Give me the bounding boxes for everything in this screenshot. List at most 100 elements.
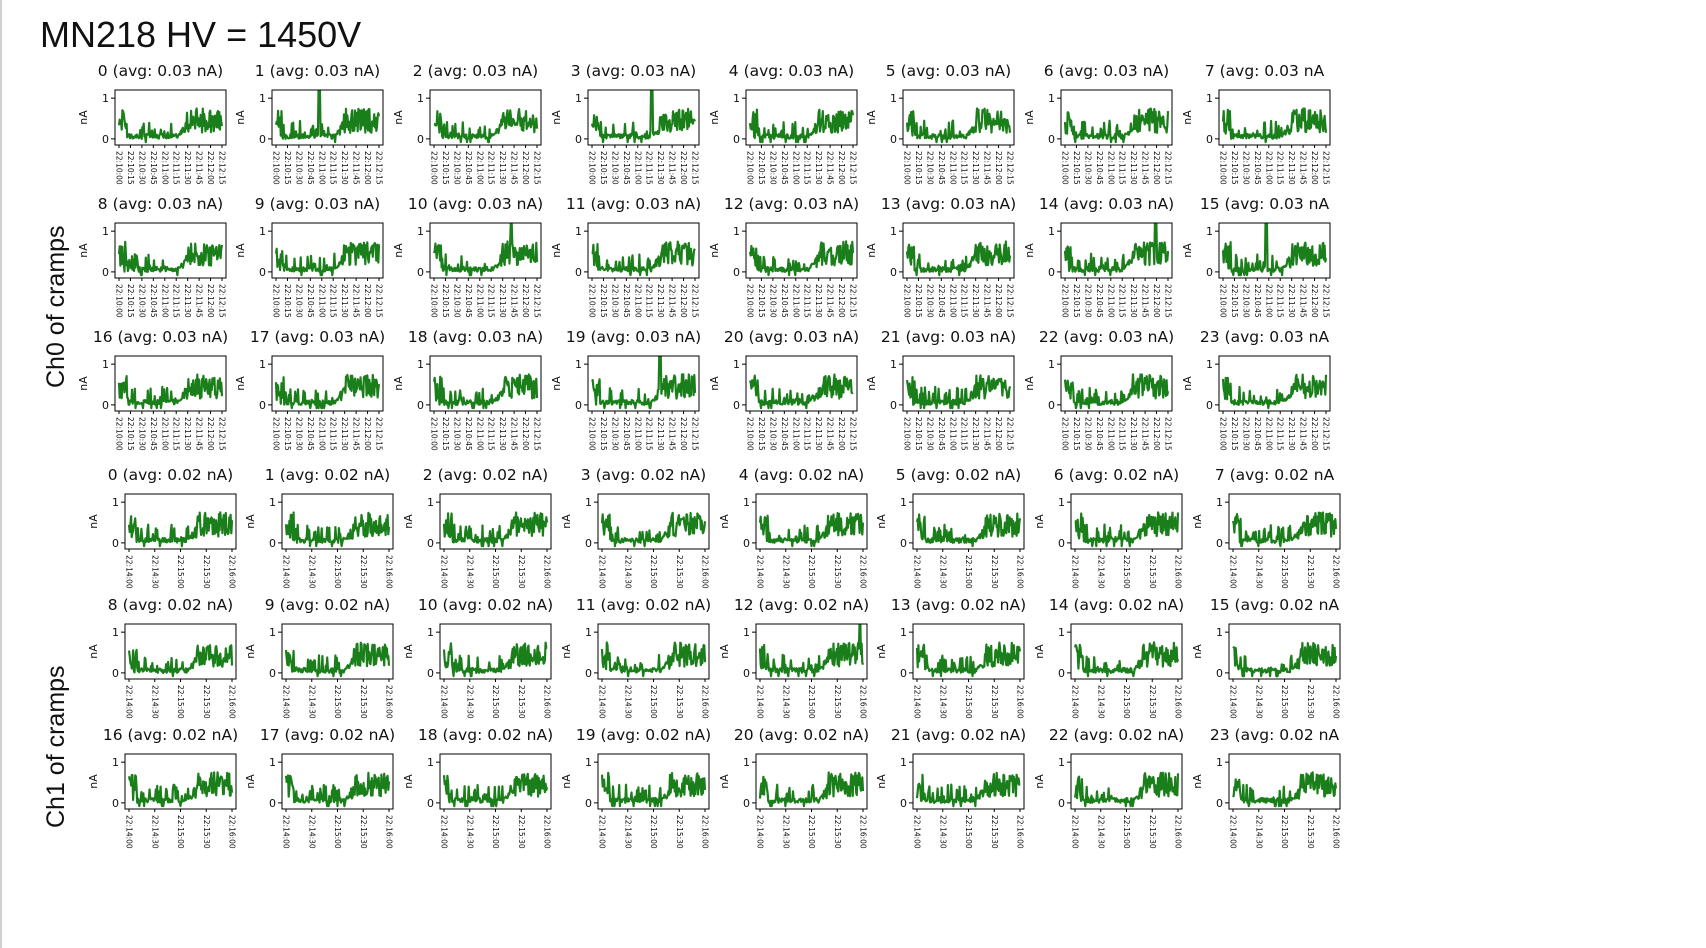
x-tick-label: 22:12:00 [1310, 151, 1319, 185]
x-tick-label: 22:11:00 [1264, 417, 1273, 451]
series-line [748, 240, 855, 277]
x-tick-label: 22:11:45 [195, 417, 204, 451]
y-axis-label: nA [1033, 514, 1046, 529]
x-tick-label: 22:15:30 [1306, 685, 1315, 719]
series-line [127, 644, 234, 678]
x-tick-label: 22:10:00 [272, 417, 281, 451]
y-axis-label: nA [87, 644, 100, 659]
series-line [117, 240, 224, 277]
x-tick-label: 22:11:45 [352, 284, 361, 318]
x-tick-label: 22:10:45 [1253, 151, 1262, 185]
x-tick-label: 22:11:45 [1141, 284, 1150, 318]
plot-frame [597, 623, 710, 680]
x-tick-label: 22:11:45 [195, 151, 204, 185]
subplot-panel: 15 (avg: 0.02 nA nA 0 1 22:14:00 22:14:30 22:1… [1191, 596, 1341, 719]
y-tick-label: 1 [259, 358, 266, 371]
y-tick-label: 1 [112, 496, 119, 509]
x-tick-label: 22:10:45 [780, 284, 789, 318]
y-tick-label: 0 [1058, 797, 1065, 810]
x-tick-label: 22:11:30 [1287, 284, 1296, 318]
x-tick-label: 22:11:30 [1129, 151, 1138, 185]
y-tick-label: 1 [1058, 756, 1065, 769]
subplot-panel: 18 (avg: 0.02 nA) nA 0 1 22:14:00 22:14:30 22:… [402, 726, 553, 849]
x-tick-label: 22:12:00 [837, 284, 846, 318]
y-tick-label: 1 [269, 626, 276, 639]
series-line [591, 356, 697, 410]
plot-frame [1060, 222, 1173, 279]
series-line [1221, 373, 1328, 410]
x-tick-label: 22:12:15 [849, 417, 858, 451]
x-tick-label: 22:10:45 [1253, 284, 1262, 318]
x-tick-label: 22:10:45 [306, 284, 315, 318]
y-tick-label: 0 [585, 797, 592, 810]
series-line [915, 512, 1022, 548]
subplot-title: 5 (avg: 0.02 nA) [896, 466, 1021, 484]
x-tick-label: 22:10:30 [768, 284, 777, 318]
x-tick-label: 22:15:00 [1280, 685, 1289, 719]
x-tick-label: 22:12:15 [691, 284, 700, 318]
x-tick-label: 22:11:30 [814, 284, 823, 318]
y-tick-label: 1 [427, 496, 434, 509]
x-tick-label: 22:16:00 [701, 685, 710, 719]
x-tick-label: 22:11:15 [172, 417, 181, 451]
x-tick-label: 22:11:30 [971, 284, 980, 318]
series-line [274, 373, 381, 410]
y-axis-label: nA [392, 376, 405, 391]
y-tick-label: 1 [1206, 225, 1213, 238]
y-axis-label: nA [560, 774, 573, 789]
plot-frame [1060, 355, 1173, 412]
x-tick-label: 22:12:00 [363, 151, 372, 185]
x-tick-label: 22:15:30 [675, 685, 684, 719]
y-tick-label: 0 [102, 133, 109, 146]
y-tick-label: 1 [102, 225, 109, 238]
y-axis-label: nA [402, 644, 415, 659]
x-tick-label: 22:11:00 [475, 284, 484, 318]
x-tick-label: 22:12:15 [533, 417, 542, 451]
series-line [905, 240, 1012, 277]
series-line [915, 771, 1021, 808]
x-tick-label: 22:10:45 [464, 417, 473, 451]
x-tick-label: 22:15:30 [202, 555, 211, 589]
x-tick-label: 22:14:00 [756, 685, 765, 719]
x-tick-label: 22:15:00 [649, 555, 658, 589]
series-line [117, 107, 224, 144]
x-tick-label: 22:14:00 [125, 815, 134, 849]
y-tick-label: 1 [427, 626, 434, 639]
x-tick-label: 22:10:45 [149, 151, 158, 185]
y-tick-label: 0 [1058, 667, 1065, 680]
x-tick-label: 22:16:00 [1174, 685, 1183, 719]
y-tick-label: 0 [1206, 133, 1213, 146]
subplot-title: 6 (avg: 0.02 nA) [1054, 466, 1179, 484]
x-tick-label: 22:11:15 [645, 284, 654, 318]
x-tick-label: 22:10:00 [1219, 417, 1228, 451]
x-tick-label: 22:12:15 [1006, 151, 1015, 185]
x-tick-label: 22:12:15 [218, 151, 227, 185]
x-tick-label: 22:12:00 [994, 417, 1003, 451]
y-axis-label: nA [77, 243, 90, 258]
x-tick-label: 22:16:00 [701, 555, 710, 589]
x-tick-label: 22:11:00 [1106, 417, 1115, 451]
x-tick-label: 22:14:30 [150, 815, 159, 849]
y-tick-label: 0 [102, 399, 109, 412]
x-tick-label: 22:10:00 [115, 284, 124, 318]
y-tick-label: 0 [890, 266, 897, 279]
y-tick-label: 1 [575, 358, 582, 371]
plot-frame [271, 89, 384, 146]
x-tick-label: 22:15:30 [517, 555, 526, 589]
y-tick-label: 1 [575, 225, 582, 238]
x-tick-label: 22:11:45 [1299, 151, 1308, 185]
x-tick-label: 22:12:15 [849, 284, 858, 318]
y-tick-label: 1 [1216, 756, 1223, 769]
y-axis-label: nA [87, 514, 100, 529]
subplot-panel: 19 (avg: 0.02 nA) nA 0 1 22:14:00 22:14:30 22:… [560, 726, 711, 849]
x-tick-label: 22:14:30 [465, 685, 474, 719]
subplot-title: 17 (avg: 0.02 nA) [260, 726, 395, 744]
x-tick-label: 22:14:00 [598, 685, 607, 719]
y-axis-label: nA [402, 514, 415, 529]
x-tick-label: 22:14:00 [598, 555, 607, 589]
